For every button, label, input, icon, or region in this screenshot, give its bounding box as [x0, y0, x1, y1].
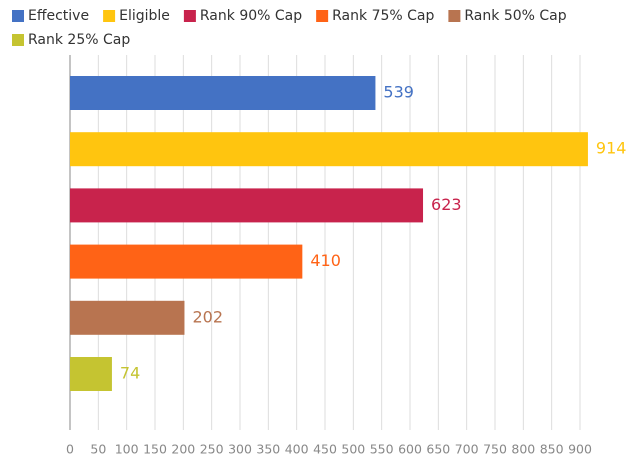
x-tick-label: 750	[483, 442, 507, 457]
x-tick-label: 650	[426, 442, 450, 457]
x-tick-label: 800	[511, 442, 535, 457]
x-tick-label: 250	[200, 442, 224, 457]
legend-swatch	[12, 10, 24, 22]
value-label: 914	[596, 139, 627, 158]
bar	[70, 244, 303, 279]
value-label: 74	[120, 364, 140, 383]
x-tick-label: 550	[370, 442, 394, 457]
legend-label: Eligible	[119, 8, 170, 24]
x-tick-label: 900	[568, 442, 592, 457]
bar	[70, 132, 588, 167]
legend-swatch	[12, 34, 24, 46]
x-tick-label: 200	[171, 442, 195, 457]
x-tick-label: 350	[256, 442, 280, 457]
legend-swatch	[103, 10, 116, 22]
legend-item: Effective	[12, 8, 89, 24]
x-tick-label: 0	[66, 442, 74, 457]
legend-label: Rank 25% Cap	[28, 32, 130, 48]
x-tick-label: 150	[143, 442, 167, 457]
legend-label: Rank 75% Cap	[332, 8, 434, 24]
value-label: 623	[431, 195, 462, 214]
legend-label: Effective	[28, 8, 89, 24]
x-tick-label: 100	[115, 442, 139, 457]
x-tick-label: 600	[398, 442, 422, 457]
legend-swatch	[448, 10, 461, 22]
x-tick-label: 850	[540, 442, 564, 457]
x-tick-label: 300	[228, 442, 252, 457]
legend-item: Rank 25% Cap	[12, 32, 130, 48]
legend-swatch	[183, 10, 196, 22]
x-tick-label: 500	[341, 442, 365, 457]
legend-label: Rank 90% Cap	[200, 8, 302, 24]
bar	[70, 357, 112, 391]
bar	[70, 188, 424, 223]
x-tick-label: 50	[90, 442, 106, 457]
x-tick-label: 400	[285, 442, 309, 457]
value-label: 539	[383, 83, 414, 102]
legend-item: Rank 90% Cap	[183, 8, 302, 24]
value-label: 410	[310, 251, 341, 270]
legend-item: Eligible	[103, 8, 170, 24]
legend-item: Rank 75% Cap	[316, 8, 434, 24]
legend-item: Rank 50% Cap	[448, 8, 567, 24]
value-label: 202	[192, 307, 223, 326]
legend-swatch	[316, 10, 329, 22]
bar	[70, 76, 376, 110]
bar	[70, 300, 185, 335]
x-tick-label: 450	[313, 442, 337, 457]
x-tick-label: 700	[455, 442, 479, 457]
legend-label: Rank 50% Cap	[464, 8, 566, 24]
